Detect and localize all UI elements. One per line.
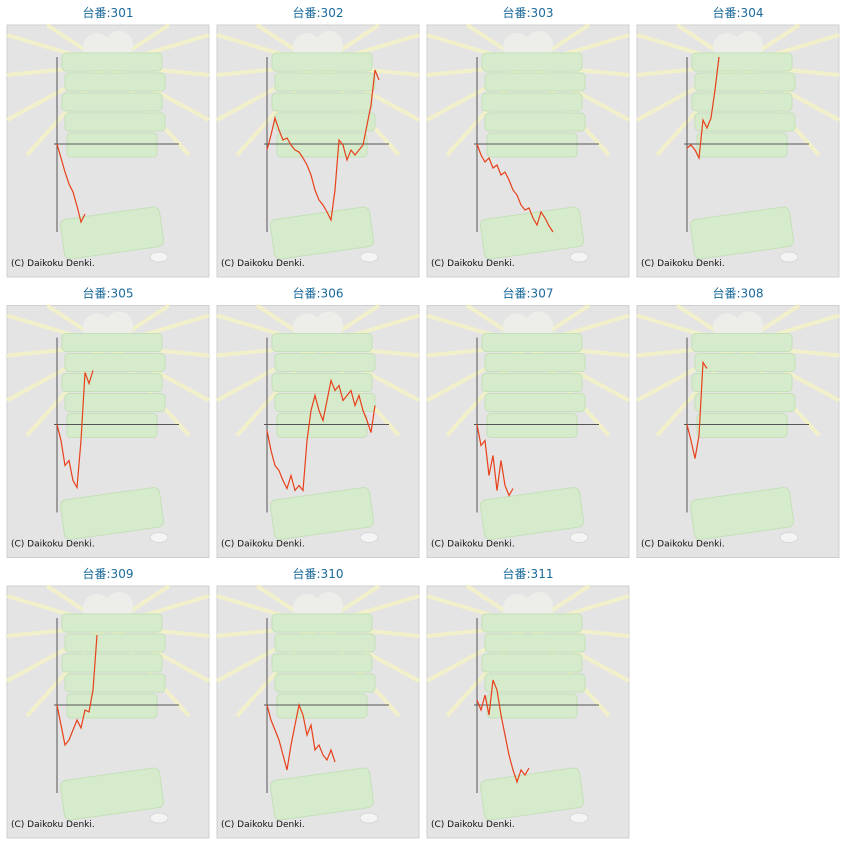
chart-panel: (C) Daikoku Denki. [635,303,841,560]
background-art [215,303,421,560]
copyright: (C) Daikoku Denki. [221,259,305,269]
copyright: (C) Daikoku Denki. [431,259,515,269]
background-art [635,303,841,560]
background-art [5,23,211,279]
copyright: (C) Daikoku Denki. [431,820,515,830]
copyright: (C) Daikoku Denki. [11,540,95,550]
chart-title: 台番:301 [83,5,134,20]
copyright: (C) Daikoku Denki. [221,820,305,830]
chart-panel: (C) Daikoku Denki. [5,23,211,279]
chart-title: 台番:310 [293,566,344,581]
data-line [266,69,380,223]
data-line [476,424,514,497]
copyright: (C) Daikoku Denki. [641,259,725,269]
data-line [266,702,336,771]
data-line [266,378,376,493]
background-art [425,23,631,279]
chart-panel: (C) Daikoku Denki. [635,23,841,279]
data-line [56,143,86,224]
background-art [215,23,421,279]
data-line [56,634,98,747]
copyright: (C) Daikoku Denki. [641,540,725,550]
chart-title: 台番:307 [503,286,554,301]
background-art [215,584,421,840]
background-art [425,303,631,560]
chart-title: 台番:306 [293,286,344,301]
copyright: (C) Daikoku Denki. [221,540,305,550]
data-line [686,360,708,459]
copyright: (C) Daikoku Denki. [431,540,515,550]
chart-title: 台番:311 [503,566,554,581]
copyright: (C) Daikoku Denki. [11,820,95,830]
chart-panel: (C) Daikoku Denki. [215,23,421,279]
background-art [5,584,211,840]
chart-title: 台番:303 [503,5,554,20]
chart-title: 台番:305 [83,286,134,301]
chart-title: 台番:308 [713,286,764,301]
chart-panel: (C) Daikoku Denki. [425,23,631,279]
chart-panel: (C) Daikoku Denki. [215,303,421,560]
background-art [425,584,631,840]
chart-title: 台番:309 [83,566,134,581]
chart-panel: (C) Daikoku Denki. [5,584,211,840]
background-art [5,303,211,560]
background-art [635,23,841,279]
chart-title: 台番:304 [713,5,764,20]
chart-panel: (C) Daikoku Denki. [425,584,631,840]
chart-panel: (C) Daikoku Denki. [215,584,421,840]
data-line [56,370,94,490]
copyright: (C) Daikoku Denki. [11,259,95,269]
chart-panel: (C) Daikoku Denki. [5,303,211,560]
data-line [476,143,554,233]
data-line [476,679,530,784]
data-line [686,56,720,161]
chart-panel: (C) Daikoku Denki. [425,303,631,560]
chart-title: 台番:302 [293,5,344,20]
